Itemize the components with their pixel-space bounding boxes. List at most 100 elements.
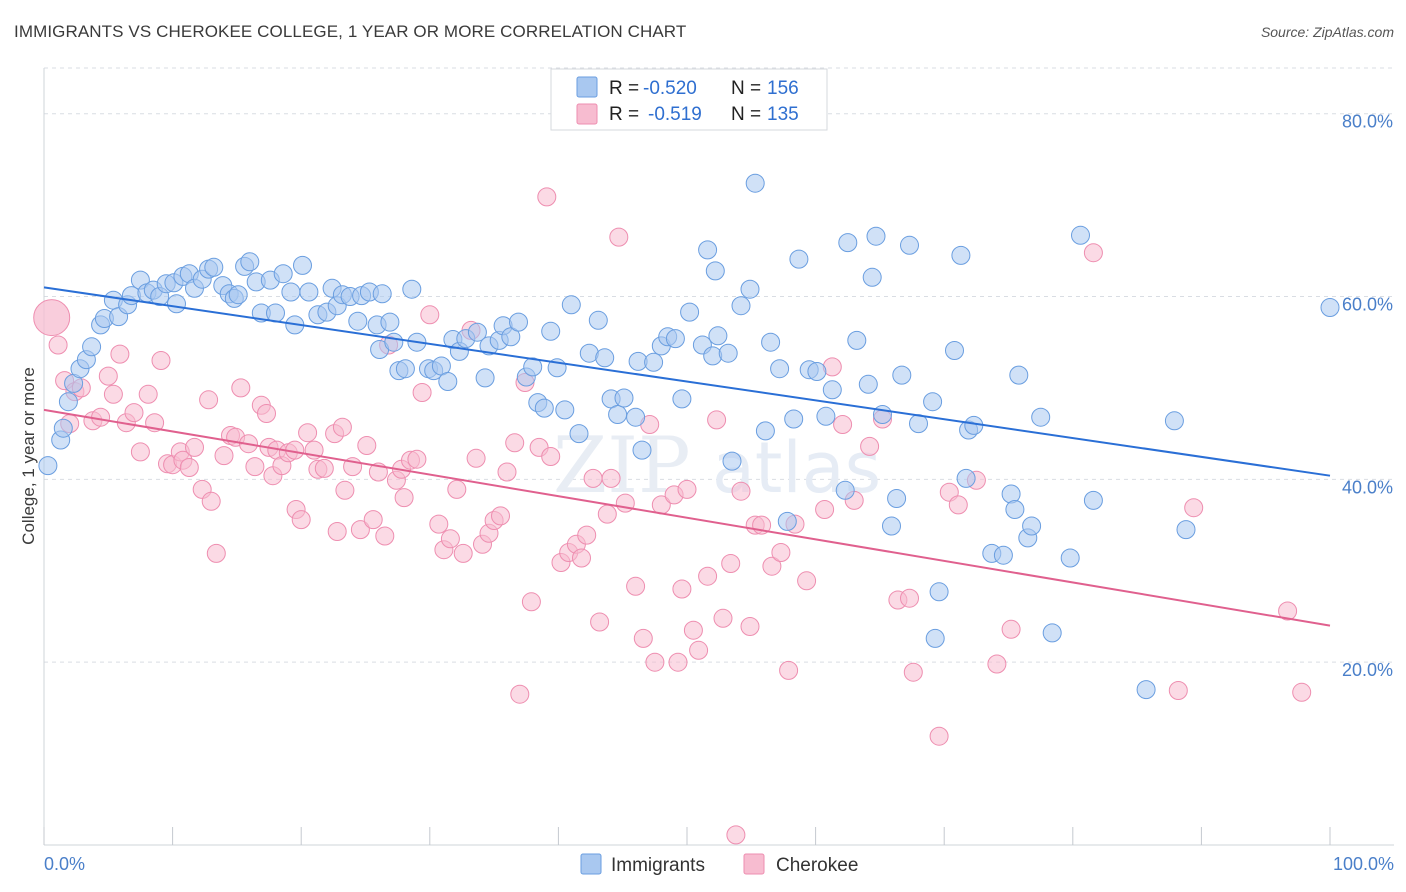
point-immigrants [569,424,589,444]
point-cherokee [713,608,733,628]
point-immigrants [866,226,886,246]
point-cherokee [394,488,414,508]
point-immigrants [923,392,943,412]
point-cherokee [151,351,171,370]
legend-r-label-immigrants: R = [609,78,639,99]
point-immigrants [705,261,725,281]
point-immigrants [665,329,685,349]
point-immigrants [847,330,867,350]
point-cherokee [332,417,352,437]
point-immigrants [718,343,738,363]
point-immigrants [956,468,976,488]
point-cherokee [689,640,709,660]
legend-bottom-label-cherokee: Cherokee [776,855,858,876]
point-immigrants [644,352,664,372]
y-tick-label: 40.0% [1342,477,1393,497]
trendline-immigrants [43,286,1331,477]
y-tick-labels: 20.0% 40.0% 60.0% 80.0% [1342,112,1393,680]
point-immigrants [892,365,912,385]
point-immigrants [822,380,842,400]
chart-title: IMMIGRANTS VS CHEROKEE COLLEGE, 1 YEAR O… [14,22,687,41]
point-cherokee [491,506,510,526]
point-cherokee [668,652,688,672]
point-cherokee [521,592,541,612]
point-immigrants [807,362,827,381]
legend-n-value-immigrants: 156 [767,78,799,99]
point-cherokee [597,504,617,524]
point-immigrants [273,264,293,284]
point-cherokee [201,491,221,511]
point-immigrants [348,311,368,331]
point-immigrants [438,372,458,391]
point-cherokee [860,436,880,456]
point-cherokee [948,495,968,515]
point-cherokee [375,526,395,546]
point-cherokee [110,344,130,364]
point-cherokee [903,662,923,682]
point-cherokee [1168,681,1188,700]
point-immigrants [82,337,102,357]
point-immigrants [835,480,855,500]
point-immigrants [1164,411,1184,431]
point-cherokee [179,458,199,477]
point-immigrants [882,516,901,536]
point-cherokee [577,525,597,545]
point-cherokee [740,617,760,636]
point-cherokee [505,433,525,453]
point-immigrants [784,409,804,429]
trendline-cherokee [43,408,1331,627]
point-cherokee [583,468,603,488]
point-cherokee [572,548,591,568]
point-cherokee [291,510,311,530]
x-tick-label-max: 100.0% [1333,854,1394,874]
point-immigrants [1005,500,1025,519]
point-immigrants [887,489,907,508]
legend-n-value-cherokee: 135 [767,104,799,125]
point-cherokee [447,479,467,499]
point-immigrants [1060,548,1080,568]
point-immigrants [1042,623,1062,643]
point-cherokee [683,620,703,640]
point-immigrants [632,440,652,460]
legend-top: R = -0.520 N = 156 R = -0.519 N = 135 [550,68,828,131]
point-cherokee [357,436,377,455]
point-cherokee [929,726,949,746]
point-cherokee [633,628,653,648]
point-immigrants [475,368,495,388]
point-cherokee [407,449,427,469]
point-cherokee [537,187,557,207]
point-cherokee [412,383,432,402]
point-immigrants [1320,298,1340,317]
point-immigrants [372,284,392,304]
point-immigrants [722,451,742,471]
point-cherokee [677,479,697,499]
point-immigrants [395,359,415,379]
point-cherokee [672,579,692,599]
point-cherokee [420,305,440,325]
point-immigrants [555,400,575,420]
point-immigrants [993,545,1013,565]
point-cherokee [987,654,1007,674]
point-immigrants [1031,407,1051,427]
point-cherokee [762,556,782,576]
point-immigrants [1022,516,1042,536]
point-cherokee [1001,619,1021,639]
point-cherokee [103,384,123,404]
point-immigrants [740,279,760,299]
point-cherokee [833,415,853,434]
point-immigrants [873,405,892,424]
point-immigrants [1001,484,1021,504]
point-immigrants [240,252,260,272]
point-immigrants [595,348,615,368]
point-immigrants [1071,225,1090,245]
point-immigrants [534,398,554,418]
point-immigrants [761,332,781,352]
point-immigrants [228,285,248,305]
point-immigrants [541,321,561,341]
point-cherokee [298,423,318,443]
point-immigrants [680,302,700,322]
point-cherokee [609,227,629,247]
point-cherokee [815,500,835,519]
point-cherokee [98,366,118,386]
point-immigrants [858,374,878,394]
